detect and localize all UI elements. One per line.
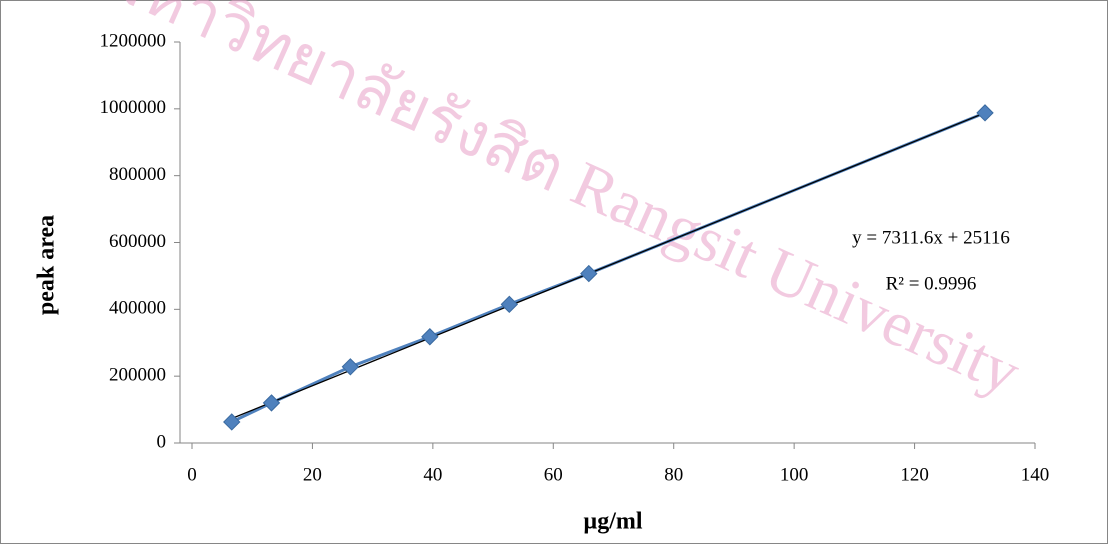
- y-axis-title: peak area: [34, 215, 60, 315]
- x-tick-label: 120: [900, 464, 929, 485]
- x-tick-label: 20: [303, 464, 322, 485]
- x-tick-label: 140: [1021, 464, 1050, 485]
- y-tick-label: 200000: [109, 365, 166, 386]
- y-tick-label: 1200000: [100, 30, 167, 51]
- trendline-equation: y = 7311.6x + 25116: [852, 227, 1010, 248]
- chart-frame: [1, 1, 1108, 544]
- chart: มหาวิทยาลัยรังสิต Rangsit University pea…: [0, 0, 1108, 544]
- y-tick-label: 400000: [109, 298, 166, 319]
- y-tick-label: 600000: [109, 231, 166, 252]
- x-tick-label: 0: [187, 464, 197, 485]
- x-axis-title: µg/ml: [583, 509, 642, 535]
- y-tick-label: 800000: [109, 164, 166, 185]
- x-tick-label: 80: [664, 464, 683, 485]
- x-tick-label: 60: [544, 464, 563, 485]
- x-tick-label: 100: [780, 464, 809, 485]
- y-tick-label: 1000000: [100, 97, 167, 118]
- r-squared: R² = 0.9996: [886, 273, 977, 294]
- x-tick-label: 40: [423, 464, 442, 485]
- y-tick-label: 0: [157, 431, 167, 452]
